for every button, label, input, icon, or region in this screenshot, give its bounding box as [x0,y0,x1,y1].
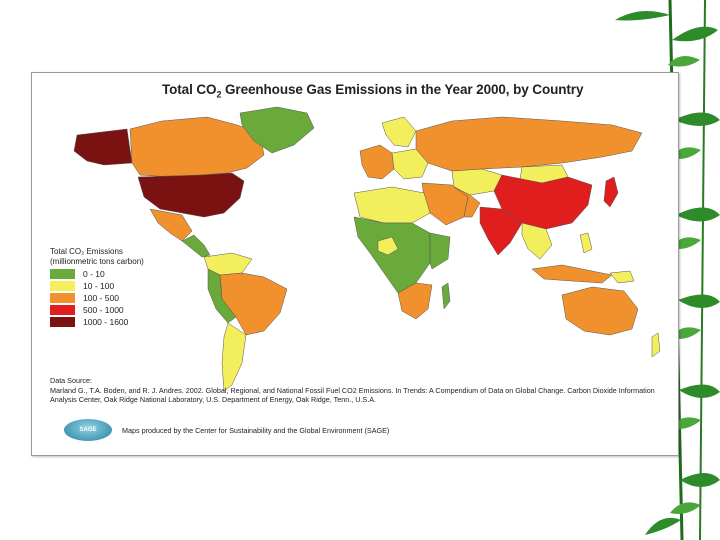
legend-swatch [50,305,75,315]
legend-swatch [50,269,75,279]
source-citation: Marland G., T.A. Boden, and R. J. Andres… [50,385,655,405]
country-japan [603,176,619,208]
country-russia [415,116,643,172]
legend-label: 0 - 10 [83,269,105,279]
legend-label: 10 - 100 [83,281,115,291]
legend-label: 1000 - 1600 [83,317,129,327]
country-australia [561,286,639,336]
country-iran [453,186,481,218]
region-southern-cone [221,322,247,392]
country-indonesia [531,264,613,284]
country-china [493,174,593,230]
credit-text: Maps produced by the Center for Sustaina… [122,425,390,435]
region-east-africa [429,232,451,270]
country-alaska [73,128,133,166]
map-credit: SAGE Maps produced by the Center for Sus… [64,417,389,443]
legend-item: 100 - 500 [50,293,200,303]
sage-logo-icon: SAGE [64,419,112,441]
world-map [73,106,661,392]
legend-item: 500 - 1000 [50,305,200,315]
region-western-europe [359,144,395,180]
legend-label: 100 - 500 [83,293,119,303]
legend-title-line2: (millionmetric tons carbon) [50,257,144,266]
country-usa [137,172,245,218]
emissions-map-figure: Total CO2 Greenhouse Gas Emissions in th… [31,72,679,456]
source-heading: Data Source: [50,376,92,385]
country-philippines [579,232,593,254]
legend-swatch [50,293,75,303]
country-greenland [239,106,315,154]
data-source: Data Source: Marland G., T.A. Boden, and… [50,376,670,405]
region-southeast-asia [521,222,553,260]
country-south-africa [397,282,433,320]
region-andes [207,268,237,324]
region-scandinavia [381,116,417,148]
map-title: Total CO2 Greenhouse Gas Emissions in th… [162,82,584,100]
legend-title-line1: Total CO₂ Emissions [50,247,123,256]
legend-label: 500 - 1000 [83,305,124,315]
legend-item: 1000 - 1600 [50,317,200,327]
region-central-africa [353,216,431,294]
country-papua-new-guinea [609,270,635,284]
map-legend: Total CO₂ Emissions (millionmetric tons … [50,247,200,327]
country-india [479,206,523,256]
country-canada [129,116,265,178]
legend-swatch [50,317,75,327]
country-nigeria [377,236,399,256]
region-north-africa [353,186,431,224]
legend-swatch [50,281,75,291]
country-new-zealand [651,332,661,358]
country-madagascar [441,282,451,310]
legend-item: 10 - 100 [50,281,200,291]
legend-item: 0 - 10 [50,269,200,279]
region-central-america [181,234,211,258]
